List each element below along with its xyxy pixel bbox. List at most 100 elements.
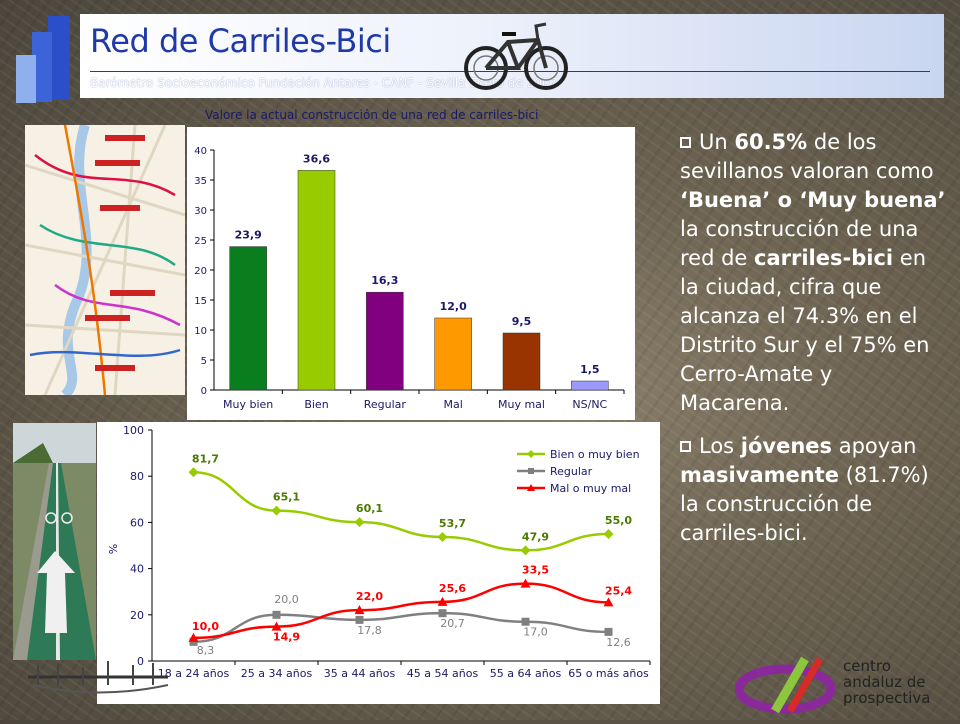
emphasis-text: masivamente [680,463,839,487]
emphasis-text: carriles-bici [754,246,894,270]
checkbox-bullet-icon [680,441,691,452]
body-text: la construcción de una red de [680,217,919,270]
data-label: 81,7 [192,452,219,465]
logo-block-light [16,55,36,103]
logo-block-dark [48,16,70,100]
bar-value-label: 12,0 [440,300,467,313]
series-line [193,582,609,640]
data-point [272,610,281,619]
legend-label: Bien o muy bien [550,448,640,461]
bar-value-label: 23,9 [235,229,262,242]
bar-chart: 0 5 10 15 20 25 30 35 40 23,9 Muy bien 36,6 Bien 16,3… [194,146,625,411]
data-point [188,632,199,642]
data-label: 17,8 [357,624,382,637]
legend-label: Regular [550,465,593,478]
bar-chart-title: Valore la actual construcción de una red… [205,108,539,122]
data-point [271,505,282,516]
data-point [604,627,613,636]
data-label: 65,1 [273,491,300,504]
y-tick-label: 25 [194,236,207,247]
data-label: 20,7 [440,617,465,630]
bar-value-label: 16,3 [371,274,398,287]
data-label: 33,5 [522,564,549,577]
data-point [438,609,447,618]
title-divider [90,71,930,72]
y-tick-label: 0 [137,655,144,668]
page-title: Red de Carriles-Bici [90,22,391,60]
y-tick-label: 5 [201,356,207,367]
x-tick-label: Muy mal [498,398,545,411]
bar [229,246,267,391]
data-point [437,531,448,542]
data-point [271,621,282,631]
bullet-item: Los jóvenes apoyan masivamente (81.7%) l… [680,432,948,548]
cap-line-3: prospectiva [843,689,931,707]
bar [434,317,472,391]
data-label: 20,0 [274,593,299,606]
x-tick-label: 55 a 64 años [490,667,562,680]
bar [366,291,404,391]
y-tick-label: 40 [130,563,144,576]
body-text: (81.7%) la construcción de carriles-bici… [680,463,929,545]
data-label: 8,3 [197,644,215,657]
legend-marker [528,468,534,474]
y-tick-label: 100 [123,424,144,437]
data-label: 47,9 [522,530,549,543]
data-label: 22,0 [356,590,383,603]
x-tick-label: 65 o más años [568,667,649,680]
logo-block-mid [32,32,52,102]
x-tick-label: Mal [444,398,463,411]
data-point [520,578,531,588]
data-label: 53,7 [439,517,466,530]
checkbox-bullet-icon [680,137,691,148]
city-map-image [25,125,185,395]
x-tick-label: Muy bien [223,398,273,411]
data-label: 25,4 [605,584,632,597]
data-point [603,528,614,539]
legend-marker [527,450,535,458]
line-chart-panel: 0 20 40 60 80 100% 18 a 24 años 25 a 34 años 35 … [97,422,660,704]
series-line [193,611,609,644]
body-text: Los [699,434,741,458]
emphasis-text: ‘Buena’ o ‘Muy buena’ [680,188,946,212]
y-tick-label: 80 [130,470,144,483]
data-point [188,467,199,478]
emphasis-text: 60.5% [734,130,808,154]
data-label: 60,1 [356,502,383,515]
data-label: 17,0 [523,626,548,639]
bar-value-label: 9,5 [512,315,532,328]
x-tick-label: Regular [364,398,407,411]
bicycle-icon [464,22,568,90]
y-axis-label: % [107,544,120,554]
cap-logo: centro andaluz de prospectiva [734,655,950,715]
cap-emblem-icon [734,656,836,714]
emphasis-text: jóvenes [740,434,833,458]
y-tick-label: 35 [194,176,207,187]
line-chart: 0 20 40 60 80 100% 18 a 24 años 25 a 34 años 35 … [107,424,651,680]
body-text: de los sevillanos valoran como [680,130,934,183]
data-point [437,596,448,606]
body-text: apoyan [832,434,917,458]
bar [571,380,609,391]
fundacion-antares-logo [28,655,178,720]
x-tick-label: 25 a 34 años [241,667,313,680]
data-point [603,597,614,607]
bar [502,332,541,391]
cap-line-2: andaluz de [843,673,926,691]
bar [297,170,336,391]
x-tick-label: NS/NC [572,398,607,411]
data-point [354,517,365,528]
bullet-text-2: Los jóvenes apoyan masivamente (81.7%) l… [680,434,929,545]
data-point [521,617,530,626]
cap-line-1: centro [843,657,891,675]
y-tick-label: 40 [194,146,207,157]
body-text: Un [699,130,735,154]
bullet-item: Un 60.5% de los sevillanos valoran como … [680,128,948,418]
summary-bullets: Un 60.5% de los sevillanos valoran como … [680,128,948,562]
series-line [193,471,609,552]
data-label: 55,0 [605,514,632,527]
page-subtitle: Barómetro Socioeconómico Fundación Antar… [90,76,558,90]
data-point [355,615,364,624]
data-label: 14,9 [273,631,300,644]
y-tick-label: 10 [194,326,207,337]
